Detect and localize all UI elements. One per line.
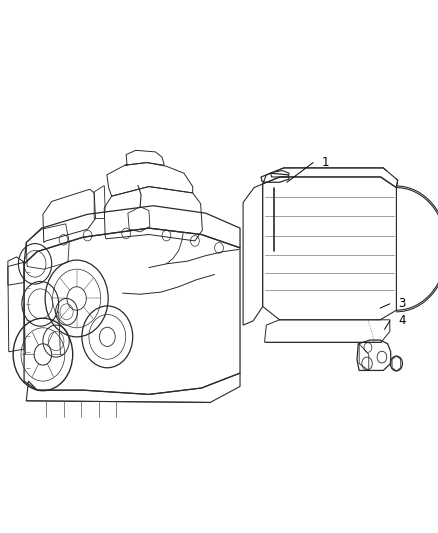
Polygon shape xyxy=(263,171,396,325)
Text: 1: 1 xyxy=(322,156,329,169)
Text: 4: 4 xyxy=(399,314,406,327)
Text: 3: 3 xyxy=(399,297,406,310)
